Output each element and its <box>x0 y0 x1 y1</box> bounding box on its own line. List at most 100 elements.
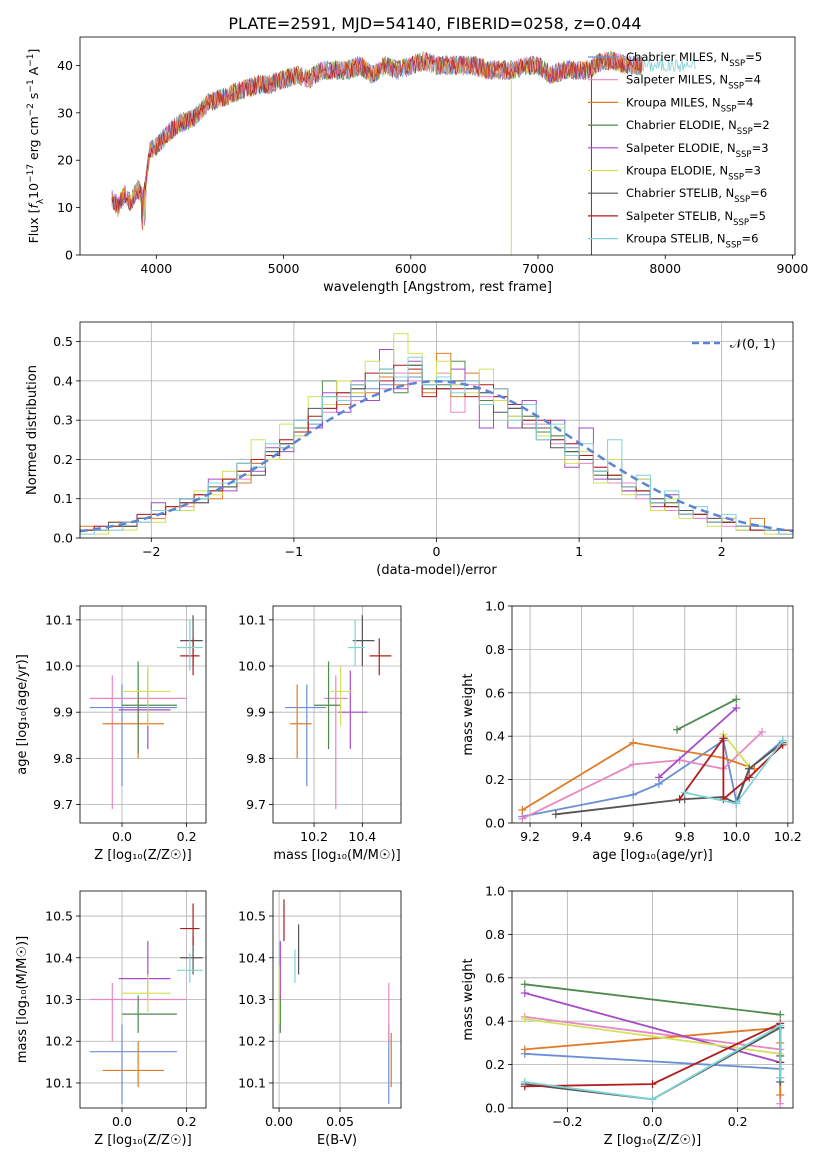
age-vs-Z-point <box>122 661 177 754</box>
legend-nssp-value: 5 <box>759 209 766 223</box>
mass-weight-vs-age-marker <box>629 760 638 769</box>
legend-ssp-sub: SSP <box>737 127 753 137</box>
hist-xtick-label: 1 <box>575 544 583 559</box>
mass-weight-vs-metallicity-panel: −0.2 0.0 0.2 0.0 0.2 0.4 0.6 0.8 1.0 Z [log₁₀(Z/Z… <box>461 884 794 1148</box>
age-vs-Z-ytick-label: 9.7 <box>53 797 73 812</box>
spectrum-ylabel-part: −17 <box>26 164 36 183</box>
mass-vs-Z-ylabel: mass [log₁₀(M/M☉)] <box>15 936 30 1063</box>
legend-n-label: , N <box>718 186 734 200</box>
age-vs-mass-panel: 10.2 10.4 9.7 9.8 9.9 10.0 10.1 mass [log₁₀(M/M… <box>238 605 402 863</box>
mass-weight-vs-Z-xtick-label: −0.2 <box>552 1114 582 1129</box>
legend-nssp-value: 3 <box>754 164 761 178</box>
mass-vs-Z-ytick-label: 10.4 <box>45 950 73 965</box>
hist-xtick-label: −1 <box>285 544 303 559</box>
legend-n-label: , N <box>712 164 728 178</box>
spectrum-ytick-label: 40 <box>57 58 73 73</box>
spectrum-panel: 4000 5000 6000 7000 8000 9000 0 10 20 30 40 wavelen… <box>26 36 808 295</box>
legend-nssp-value: 6 <box>751 232 758 246</box>
legend-equals: = <box>745 50 755 64</box>
legend-equals: = <box>752 141 762 155</box>
legend-entry-name: Kroupa STELIB <box>626 232 710 246</box>
hist-ytick-label: 0.0 <box>53 531 73 546</box>
age-vs-Z-grid <box>80 606 206 823</box>
mass-weight-vs-age-marker <box>778 736 787 745</box>
mass-weight-vs-Z-marker <box>520 988 529 997</box>
mass-weight-vs-Z-marker <box>776 1021 785 1030</box>
mass-weight-vs-Z-marker <box>776 1073 785 1082</box>
age-vs-mass-point <box>338 670 368 750</box>
legend-n-label: , N <box>717 209 733 223</box>
hist-ytick-label: 0.5 <box>53 334 73 349</box>
age-vs-mass-ytick-label: 9.9 <box>246 705 266 720</box>
age-vs-Z-frame <box>79 605 207 824</box>
mass-weight-vs-age-ylabel: mass weight <box>461 673 476 755</box>
legend-n-label: , N <box>710 232 726 246</box>
mass-vs-Z-xlabel: Z [log₁₀(Z/Z☉)] <box>94 1133 191 1148</box>
legend-ssp-sub: SSP <box>733 218 749 228</box>
age-vs-Z-point <box>180 615 203 667</box>
age-vs-Z-ytick-label: 9.9 <box>53 705 73 720</box>
mass-weight-vs-age-xtick-label: 10.0 <box>722 829 750 844</box>
age-vs-Z-xtick-label: 0.2 <box>177 829 197 844</box>
mass-vs-EBV-grid <box>273 891 401 1108</box>
legend-nssp-value: 6 <box>760 186 767 200</box>
mass-vs-EBV-ytick-label: 10.1 <box>238 1075 266 1090</box>
mass-weight-vs-Z-series-3 <box>524 983 781 1016</box>
mass-vs-ebv-panel: 0.00 0.05 10.1 10.2 10.3 10.4 10.5 E(B-V) <box>238 890 402 1148</box>
legend-ssp-sub: SSP <box>728 173 744 183</box>
legend-nssp-value: 4 <box>746 95 753 109</box>
age-vs-Z-ytick-label: 10.1 <box>45 612 73 627</box>
mass-vs-EBV-xtick-label: 0.05 <box>326 1114 354 1129</box>
mass-weight-vs-age-xtick-label: 9.2 <box>520 829 540 844</box>
legend-equals: = <box>741 232 751 246</box>
mass-vs-Z-point <box>122 974 171 1013</box>
mass-weight-vs-Z-xtick-label: 0.0 <box>643 1114 663 1129</box>
mass-vs-Z-point <box>118 941 171 1000</box>
spectrum-xtick-label: 8000 <box>649 261 681 276</box>
mass-weight-vs-Z-xtick-label: 0.2 <box>728 1114 748 1129</box>
mass-vs-EBV-ytick-label: 10.5 <box>238 909 266 924</box>
spectrum-ylabel-part: −2 <box>26 103 36 116</box>
mass-vs-Z-point <box>122 995 177 1033</box>
legend-ssp-sub: SSP <box>734 195 750 205</box>
spectrum-ylabel-part: ] <box>26 49 41 54</box>
legend-entry: Salpeter ELODIE, NSSP=3 <box>626 141 769 160</box>
legend-entry-name: Salpeter ELODIE <box>626 141 720 155</box>
age-vs-Z-point <box>118 670 171 750</box>
age-vs-mass-ytick-label: 9.8 <box>246 751 266 766</box>
mass-weight-vs-age-series-4 <box>658 707 737 779</box>
legend-equals: = <box>744 73 754 87</box>
mass-weight-vs-age-marker <box>654 773 663 782</box>
legend-entry-name: Chabrier MILES <box>626 50 713 64</box>
mass-vs-EBV-ytick-label: 10.4 <box>238 950 266 965</box>
mass-vs-Z-ytick-label: 10.5 <box>45 909 73 924</box>
mass-weight-vs-age-marker <box>732 703 741 712</box>
mass-weight-vs-Z-marker <box>520 1045 529 1054</box>
mass-vs-Z-point <box>180 936 203 975</box>
mass-weight-vs-age-series-0 <box>522 739 784 818</box>
mass-vs-EBV-xlabel: E(B-V) <box>317 1133 357 1148</box>
age-vs-mass-xlabel: mass [log₁₀(M/M☉)] <box>273 848 400 863</box>
age-vs-mass-point <box>347 619 365 667</box>
legend-entry: Chabrier MILES, NSSP=5 <box>626 50 762 69</box>
legend-entry-name: Salpeter MILES <box>626 73 712 87</box>
residual-histogram-panel: −2 −1 0 1 2 0.0 0.1 0.2 0.3 0.4 0.5 (data-model)/er… <box>25 321 794 578</box>
mass-weight-vs-Z-ytick-label: 0.8 <box>485 927 505 942</box>
age-vs-mass-point <box>369 638 392 676</box>
mass-weight-vs-Z-ytick-label: 0.6 <box>485 970 505 985</box>
legend-entry: Chabrier STELIB, NSSP=6 <box>626 186 767 205</box>
legend-n-label: , N <box>712 73 728 87</box>
spectrum-ytick-label: 20 <box>57 153 73 168</box>
legend-entry: Salpeter STELIB, NSSP=5 <box>626 209 766 228</box>
mass-vs-Z-ytick-label: 10.3 <box>45 992 73 1007</box>
spectrum-ylabel-part: s <box>26 93 41 104</box>
legend-entry-name: Chabrier STELIB <box>626 186 718 200</box>
legend-entry: Kroupa STELIB, NSSP=6 <box>626 232 758 251</box>
spectrum-ylabel-part: f <box>26 203 41 209</box>
mass-vs-Z-xtick-label: 0.2 <box>177 1114 197 1129</box>
age-vs-mass-xtick-label: 10.2 <box>300 829 328 844</box>
spectrum-line-4 <box>111 52 643 226</box>
legend-entry-name: Salpeter STELIB <box>626 209 717 223</box>
